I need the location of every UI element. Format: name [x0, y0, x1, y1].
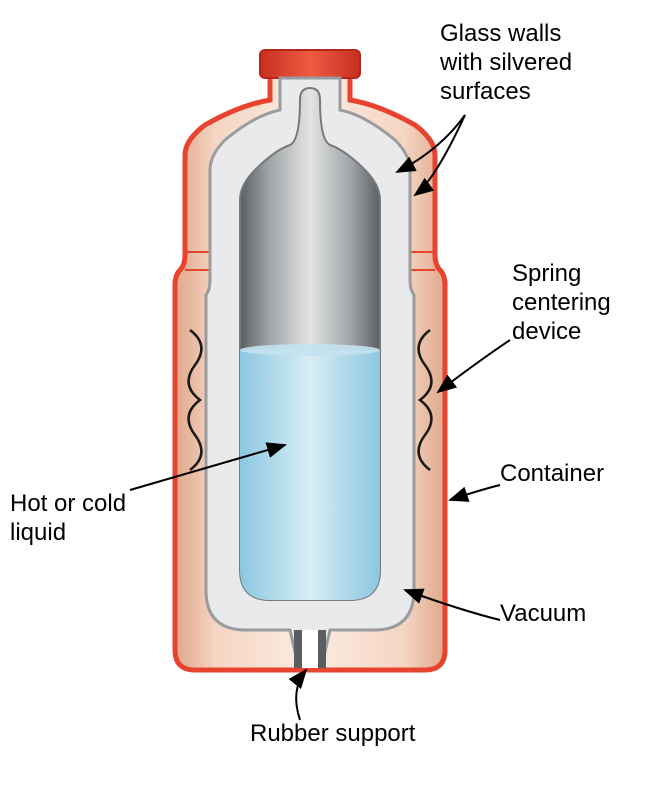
label-rubber: Rubber support	[250, 720, 415, 749]
thermos-diagram	[0, 0, 665, 789]
label-glass-walls: Glass walls with silvered surfaces	[440, 20, 572, 106]
label-container: Container	[500, 460, 604, 489]
liquid	[240, 344, 380, 600]
cap	[260, 50, 360, 78]
label-vacuum: Vacuum	[500, 600, 586, 629]
label-liquid: Hot or cold liquid	[10, 490, 126, 548]
rubber-support	[294, 630, 326, 668]
label-spring: Spring centering device	[512, 260, 611, 346]
